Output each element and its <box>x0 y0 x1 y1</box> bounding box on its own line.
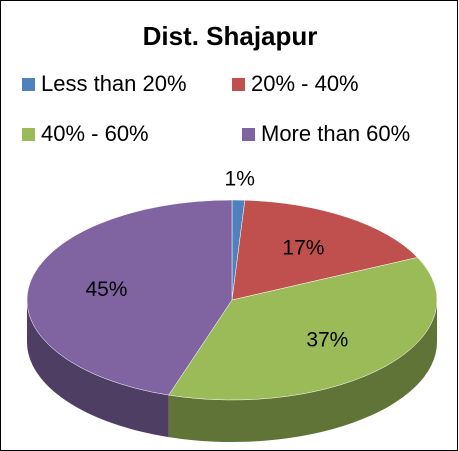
data-label: 37% <box>306 329 348 352</box>
pie-slice <box>231 199 418 301</box>
legend-label: More than 60% <box>261 121 410 146</box>
chart-title: Dist. Shajapur <box>143 21 318 51</box>
pie-side <box>168 300 438 443</box>
legend-swatch <box>22 128 35 141</box>
legend-swatch <box>242 128 255 141</box>
data-label: 45% <box>85 278 127 301</box>
legend-label: 20% - 40% <box>251 71 359 96</box>
pie-side <box>27 300 169 438</box>
pie-slice <box>26 199 233 396</box>
legend-swatch <box>232 78 245 91</box>
data-label: 1% <box>225 168 255 191</box>
data-label: 17% <box>282 236 324 259</box>
legend-swatch <box>22 78 35 91</box>
pie-slice <box>168 257 438 401</box>
legend-label: 40% - 60% <box>41 121 149 146</box>
legend-label: Less than 20% <box>41 71 187 96</box>
